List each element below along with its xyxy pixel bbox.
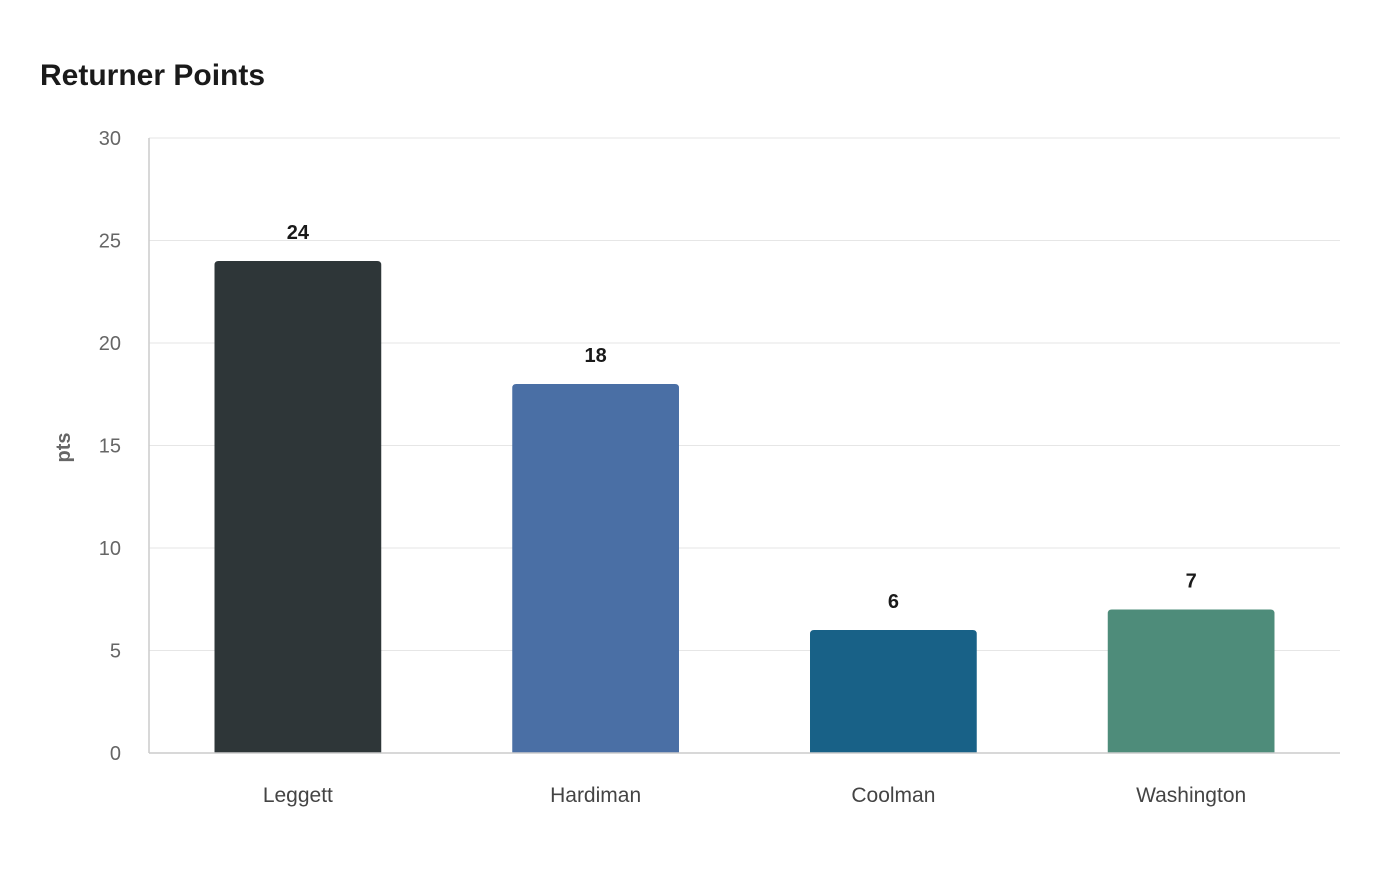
bar-coolman [810,630,977,753]
x-axis-ticks: Leggett Hardiman Coolman Washington [263,784,1246,807]
y-axis-ticks: 0 5 10 15 20 25 30 [99,128,121,765]
y-tick-label: 25 [99,231,121,253]
data-label: 6 [888,591,899,613]
x-tick-label: Hardiman [550,784,641,807]
y-tick-label: 5 [110,641,121,663]
bar-leggett [214,261,382,753]
data-label: 18 [585,345,607,367]
bar-hardiman [512,384,679,753]
x-tick-label: Coolman [851,784,935,807]
y-tick-label: 20 [99,333,121,355]
x-tick-label: Leggett [263,784,333,807]
bar-washington [1107,609,1275,753]
data-label: 7 [1186,571,1197,593]
data-labels: 24 18 6 7 [287,222,1197,613]
y-axis-title: pts [53,433,75,463]
chart-title: Returner Points [40,59,266,92]
y-tick-label: 15 [99,436,121,458]
x-tick-label: Washington [1136,784,1246,807]
bars [214,261,1275,753]
y-tick-label: 0 [110,743,121,765]
data-label: 24 [287,222,310,244]
y-tick-label: 10 [99,538,121,560]
y-tick-label: 30 [99,128,121,150]
